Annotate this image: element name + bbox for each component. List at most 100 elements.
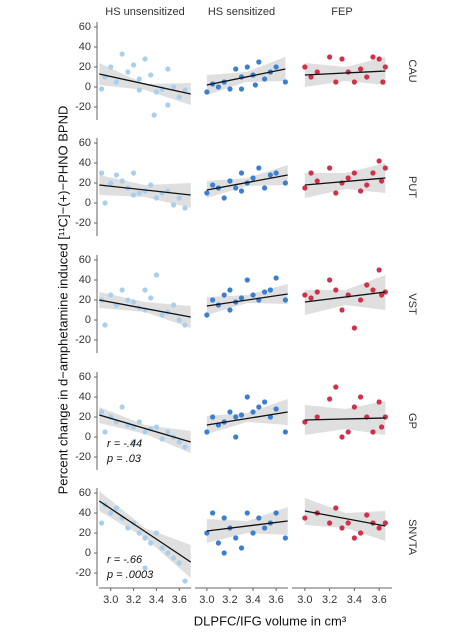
point bbox=[345, 69, 351, 75]
point bbox=[382, 165, 388, 171]
point bbox=[165, 102, 171, 108]
point bbox=[130, 62, 137, 68]
point bbox=[267, 287, 273, 293]
confidence-band bbox=[206, 57, 286, 95]
point bbox=[165, 550, 171, 556]
point bbox=[302, 419, 308, 425]
point bbox=[221, 195, 227, 201]
fit-line bbox=[99, 299, 191, 318]
fit-line bbox=[304, 417, 386, 421]
y-tick-label: 0 bbox=[85, 547, 91, 559]
point bbox=[165, 429, 171, 435]
point bbox=[256, 404, 262, 410]
point bbox=[357, 66, 364, 72]
point bbox=[125, 69, 131, 75]
x-tick-label: 3.2 bbox=[126, 594, 141, 606]
point bbox=[339, 525, 345, 531]
point bbox=[339, 434, 345, 440]
row-title: SNVTA bbox=[406, 519, 418, 556]
point bbox=[339, 307, 345, 313]
point bbox=[282, 535, 288, 541]
point bbox=[339, 56, 345, 62]
point bbox=[142, 535, 148, 541]
point bbox=[357, 394, 364, 400]
x-tick-label: 3.0 bbox=[199, 594, 214, 606]
y-tick-label: 40 bbox=[79, 274, 91, 286]
point bbox=[376, 158, 382, 164]
confidence-band bbox=[206, 507, 288, 543]
point bbox=[238, 545, 245, 551]
y-tick-label: 60 bbox=[79, 254, 91, 266]
annotation: r = -.66 bbox=[107, 554, 143, 566]
point bbox=[282, 79, 288, 85]
row-title: CAU bbox=[406, 59, 418, 82]
x-tick-label: 3.4 bbox=[245, 594, 260, 606]
confidence-band bbox=[99, 491, 191, 578]
point bbox=[119, 287, 125, 293]
point bbox=[233, 434, 239, 440]
annotation: r = -.44 bbox=[107, 438, 142, 450]
confidence-band bbox=[206, 399, 288, 434]
point bbox=[142, 287, 148, 293]
fit-line bbox=[206, 174, 288, 191]
point bbox=[364, 74, 370, 80]
point bbox=[233, 66, 239, 72]
point bbox=[333, 79, 339, 85]
point bbox=[176, 439, 182, 445]
point bbox=[302, 64, 308, 70]
point bbox=[233, 414, 239, 420]
y-tick-label: -20 bbox=[75, 217, 91, 229]
point bbox=[250, 292, 256, 298]
point bbox=[142, 565, 148, 571]
point bbox=[98, 409, 105, 415]
point bbox=[182, 444, 188, 450]
point bbox=[250, 175, 256, 181]
x-tick-label: 3.0 bbox=[103, 594, 118, 606]
point bbox=[364, 182, 370, 188]
point bbox=[261, 525, 268, 531]
point bbox=[261, 185, 268, 191]
point bbox=[273, 406, 279, 412]
point bbox=[159, 312, 165, 318]
y-tick-label: 20 bbox=[79, 527, 91, 539]
point bbox=[102, 429, 108, 435]
point bbox=[273, 170, 279, 176]
row-title: VST bbox=[406, 293, 418, 315]
point bbox=[108, 180, 114, 186]
point bbox=[333, 287, 339, 293]
point bbox=[238, 295, 245, 301]
point bbox=[345, 520, 351, 526]
point bbox=[108, 510, 114, 516]
point bbox=[308, 170, 314, 176]
point bbox=[238, 412, 245, 418]
point bbox=[370, 287, 376, 293]
point bbox=[113, 505, 120, 511]
fit-line bbox=[206, 68, 286, 86]
point bbox=[151, 112, 157, 118]
point bbox=[221, 550, 227, 556]
point bbox=[136, 419, 142, 425]
y-tick-label: 0 bbox=[85, 431, 91, 443]
y-tick-label: 0 bbox=[85, 314, 91, 326]
point bbox=[136, 530, 142, 536]
y-tick-label: 60 bbox=[79, 137, 91, 149]
point bbox=[327, 520, 333, 526]
y-tick-label: -20 bbox=[75, 451, 91, 463]
confidence-band bbox=[304, 275, 386, 315]
point bbox=[153, 195, 160, 201]
point bbox=[148, 540, 154, 546]
point bbox=[182, 205, 188, 211]
point bbox=[238, 188, 245, 194]
point bbox=[227, 287, 233, 293]
confidence-band bbox=[304, 163, 386, 198]
point bbox=[345, 175, 351, 181]
point bbox=[159, 545, 165, 551]
fit-line bbox=[98, 500, 192, 563]
point bbox=[314, 69, 320, 75]
point bbox=[130, 439, 137, 445]
point bbox=[250, 409, 256, 415]
y-tick-label: 20 bbox=[79, 177, 91, 189]
point bbox=[113, 172, 120, 178]
point bbox=[108, 64, 114, 70]
point bbox=[333, 190, 339, 196]
